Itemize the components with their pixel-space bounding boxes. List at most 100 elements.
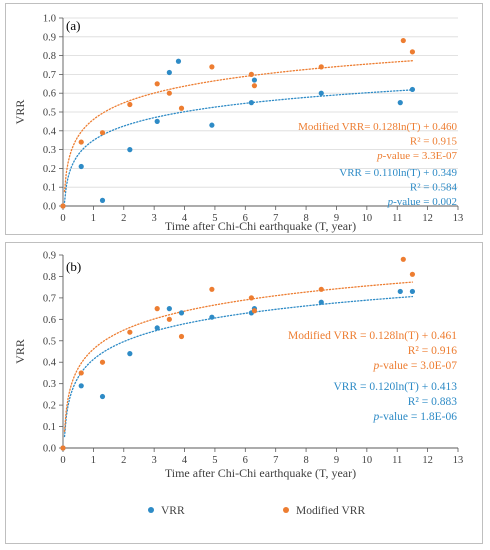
point-modified-b: [248, 295, 254, 301]
x-tick-label-a: 10: [362, 213, 373, 224]
x-tick-label-a: 4: [182, 213, 188, 224]
x-tick-label-a: 0: [60, 213, 65, 224]
point-vrr-a: [175, 58, 182, 64]
annotation-vrr-b: p-value = 1.8E-06: [373, 411, 458, 423]
y-tick-label-b: 0.3: [43, 379, 56, 390]
trendline-vrr-a: [63, 89, 414, 203]
chart-panel-b: 0 1 2 3 4 5 6 7 8 9 10 11 12 13 0.0 0.1 0.2 0.3 0.4 0.5 0.6 0…: [5, 242, 483, 544]
x-tick-label-b: 4: [182, 455, 188, 466]
point-vrr-a: [127, 147, 133, 153]
annotation-modified-a: R² = 0.915: [410, 136, 458, 148]
point-modified-b: [154, 306, 160, 312]
y-tick-label-a: 0.6: [43, 89, 56, 100]
point-modified-a: [178, 105, 185, 111]
y-tick-label-a: 0.8: [43, 51, 56, 62]
x-tick-label-a: 11: [392, 213, 402, 224]
y-tick-label-a: 0.0: [43, 202, 56, 213]
point-vrr-a: [248, 100, 254, 106]
trendline-modified-b: [63, 281, 414, 433]
y-tick-label-a: 0.9: [43, 32, 56, 43]
x-tick-label-b: 2: [121, 455, 126, 466]
annotation-vrr-a: R² = 0.584: [410, 182, 458, 194]
x-tick-label-a: 1: [91, 213, 96, 224]
x-tick-label-a: 9: [334, 213, 339, 224]
x-tick-label-a: 8: [303, 213, 308, 224]
point-modified-a: [318, 64, 324, 70]
x-tick-label-a: 5: [212, 213, 217, 224]
point-vrr-b: [409, 288, 416, 295]
y-tick-label-b: 0.7: [43, 293, 56, 304]
x-axis-title-b: Time after Chi-Chi earthquake (T, year): [165, 466, 356, 480]
annotation-vrr-a: VRR = 0.110ln(T) + 0.349: [339, 167, 457, 179]
chart-b-svg: 0 1 2 3 4 5 6 7 8 9 10 11 12 130.00.10.20.30.40.50.60…: [13, 251, 464, 518]
x-tick-label-a: 12: [422, 213, 433, 224]
point-modified-b: [409, 271, 416, 277]
y-tick-label-a: 0.7: [43, 70, 56, 81]
point-vrr-a: [78, 163, 84, 170]
point-modified-a: [166, 90, 172, 96]
annotation-vrr-b: R² = 0.883: [408, 396, 457, 408]
chart-a-svg: 0 1 2 3 4 5 6 7 8 9 10 11 12 130.00.10.20.30.40.50.60…: [13, 14, 463, 234]
panel-label-b: (b): [66, 259, 81, 274]
point-modified-a: [400, 37, 406, 44]
point-vrr-a: [154, 118, 160, 124]
point-vrr-a: [166, 69, 172, 76]
y-tick-label-a: 0.2: [43, 164, 56, 175]
point-vrr-a: [397, 100, 403, 106]
y-tick-label-b: 0.1: [43, 422, 56, 433]
x-tick-label-b: 10: [362, 455, 373, 466]
point-modified-a: [127, 101, 133, 108]
point-modified-a: [78, 139, 84, 145]
y-axis-title-a: VRR: [13, 100, 27, 125]
point-vrr-b: [178, 310, 185, 316]
x-tick-label-b: 5: [212, 455, 217, 466]
point-modified-a: [99, 130, 106, 136]
x-tick-label-a: 2: [121, 213, 126, 224]
point-modified-b: [60, 445, 66, 451]
y-tick-label-b: 0.9: [43, 251, 56, 262]
x-tick-label-a: 6: [243, 213, 248, 224]
y-tick-label-a: 1.0: [43, 14, 56, 25]
panel-label-a: (a): [66, 18, 80, 33]
x-tick-label-b: 9: [334, 455, 339, 466]
point-vrr-b: [99, 393, 106, 400]
trendline-vrr-b: [63, 295, 414, 438]
legend-label-modified: Modified VRR: [296, 505, 365, 517]
annotation-vrr-b: VRR = 0.120ln(T) + 0.413: [334, 381, 458, 393]
x-axis-title-a: Time after Chi-Chi earthquake (T, year): [165, 219, 356, 233]
legend-label-vrr: VRR: [161, 505, 185, 517]
legend-marker-modified: [283, 507, 289, 513]
x-tick-label-b: 7: [273, 455, 278, 466]
point-modified-b: [99, 359, 106, 365]
annotation-modified-b: R² = 0.916: [408, 345, 457, 357]
point-vrr-b: [78, 383, 84, 389]
x-tick-label-b: 8: [303, 455, 308, 466]
point-modified-b: [178, 333, 185, 340]
point-modified-a: [248, 71, 254, 77]
point-vrr-a: [99, 197, 106, 203]
point-vrr-b: [318, 299, 324, 305]
point-modified-b: [166, 316, 172, 322]
point-vrr-b: [166, 306, 172, 312]
point-modified-a: [251, 83, 258, 89]
y-tick-label-a: 0.5: [43, 108, 56, 119]
point-vrr-a: [318, 90, 324, 96]
point-modified-b: [318, 286, 324, 292]
y-tick-label-b: 0.5: [43, 336, 56, 347]
trendline-modified-a: [63, 60, 414, 193]
annotation-modified-b: Modified VRR = 0.128ln(T) + 0.461: [288, 330, 457, 342]
legend-marker-vrr: [148, 507, 154, 513]
y-tick-label-a: 0.4: [43, 126, 57, 137]
x-tick-label-b: 13: [453, 455, 464, 466]
point-modified-b: [78, 370, 84, 376]
x-tick-label-b: 11: [392, 455, 402, 466]
y-tick-label-a: 0.3: [43, 145, 56, 156]
point-vrr-b: [209, 314, 215, 320]
point-vrr-b: [127, 351, 133, 357]
point-vrr-a: [251, 77, 258, 83]
point-modified-b: [127, 329, 133, 335]
point-vrr-b: [397, 288, 403, 295]
annotation-modified-a: Modified VRR= 0.128ln(T) + 0.460: [298, 121, 457, 133]
x-tick-label-b: 12: [422, 455, 433, 466]
point-modified-a: [60, 203, 66, 209]
